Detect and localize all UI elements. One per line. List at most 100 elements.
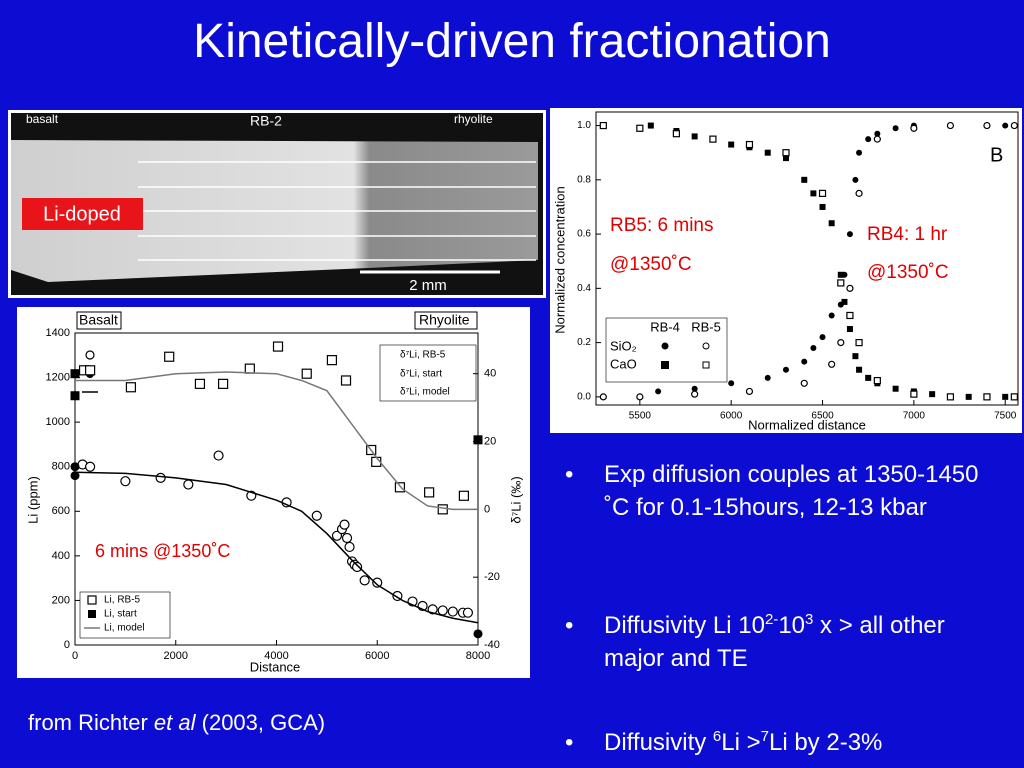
point [447,606,458,617]
point [810,190,817,197]
legend-label: δ⁷Li, model [400,387,450,398]
superscript: 7 [760,728,769,745]
point [70,471,80,481]
photo-label: RB-2 [250,113,282,129]
point [372,577,383,588]
point [341,532,353,544]
text: from Richter [28,710,154,735]
y-tick-label: 1.0 [577,120,591,131]
point [331,530,343,541]
legend [379,344,477,402]
legend-marker [661,361,669,369]
y-tick-label: 400 [52,550,70,562]
point [458,490,469,501]
point [218,378,229,389]
point [846,231,853,238]
point [837,301,844,308]
point [352,561,363,573]
point [326,355,338,366]
model-line [75,371,478,511]
point [846,284,854,292]
y2-tick-label: -20 [484,571,500,583]
point [983,121,991,130]
point [782,149,790,157]
point [801,358,808,365]
point [655,388,662,395]
point [852,176,859,183]
point [473,629,483,639]
y-tick-label: 0.4 [577,283,591,294]
y-tick-label: 1400 [46,327,70,339]
point [462,607,474,618]
point [164,351,175,362]
x-tick-label: 2000 [164,650,188,662]
point [837,279,845,287]
superscript: 3 [805,611,814,628]
text: 10 [778,612,806,639]
x-tick-label: 4000 [264,650,288,662]
point [965,393,972,400]
text: Diffusivity [604,729,713,756]
text: Li by 2-3% [768,729,883,756]
point [852,353,859,360]
point [801,176,808,183]
point [856,366,863,373]
point [728,380,735,387]
y-tick-label: 1200 [46,371,70,383]
y2-tick-label: -40 [484,639,500,651]
legend-label: δ⁷Li, RB-5 [400,350,446,361]
annotation: @1350˚C [610,254,692,275]
point [120,476,131,487]
text: x > all other major and TE [604,612,945,672]
bullet-text: Exp diffusion couples at 1350-1450 ˚C fo… [604,461,979,521]
legend-marker [88,610,96,618]
legend [605,317,728,383]
label-box [76,311,122,330]
x-tick-label: 7000 [903,411,926,422]
tag-box [22,198,143,230]
point [841,298,848,305]
point [473,435,483,445]
point [855,189,863,197]
superscript: 2- [764,611,779,628]
point [70,391,80,401]
model-line [74,471,479,624]
legend-marker [661,342,669,350]
legend-marker [702,361,710,369]
point [70,462,80,472]
y-tick-label: 0.8 [577,174,591,185]
x-tick-label: 6500 [811,411,834,422]
y2-tick-label: 40 [484,368,496,380]
legend-marker [702,342,710,350]
point [846,326,853,333]
y-tick-label: 0.2 [577,337,591,348]
y2-tick-label: 20 [484,435,496,447]
traverse-lines [138,161,536,274]
point [424,487,435,498]
legend-label: Li, RB-5 [104,595,141,606]
x-axis-label: Normalized distance [748,417,866,432]
point [244,363,255,374]
point [636,124,644,132]
point [892,125,899,132]
point [929,391,936,398]
point [339,519,350,530]
point [155,472,166,483]
region-label: Rhyolite [419,312,470,328]
x-tick-label: 0 [72,650,78,662]
y2-tick-label: 0 [484,503,490,515]
point [183,479,194,490]
point [301,368,312,379]
point [910,124,918,132]
photo-label: rhyolite [454,112,493,126]
legend-row: SiO₂ [610,338,637,353]
point [709,135,717,143]
legend-header: RB-5 [691,319,721,334]
point [1002,393,1009,400]
legend-header: RB-4 [650,319,680,334]
plot-frame [595,111,1019,406]
superscript: 6 [712,728,722,745]
photo: basalt RB-2 rhyolite 2 mm Li-doped [8,110,546,298]
legend-row: CaO [610,356,637,371]
point [874,130,881,137]
